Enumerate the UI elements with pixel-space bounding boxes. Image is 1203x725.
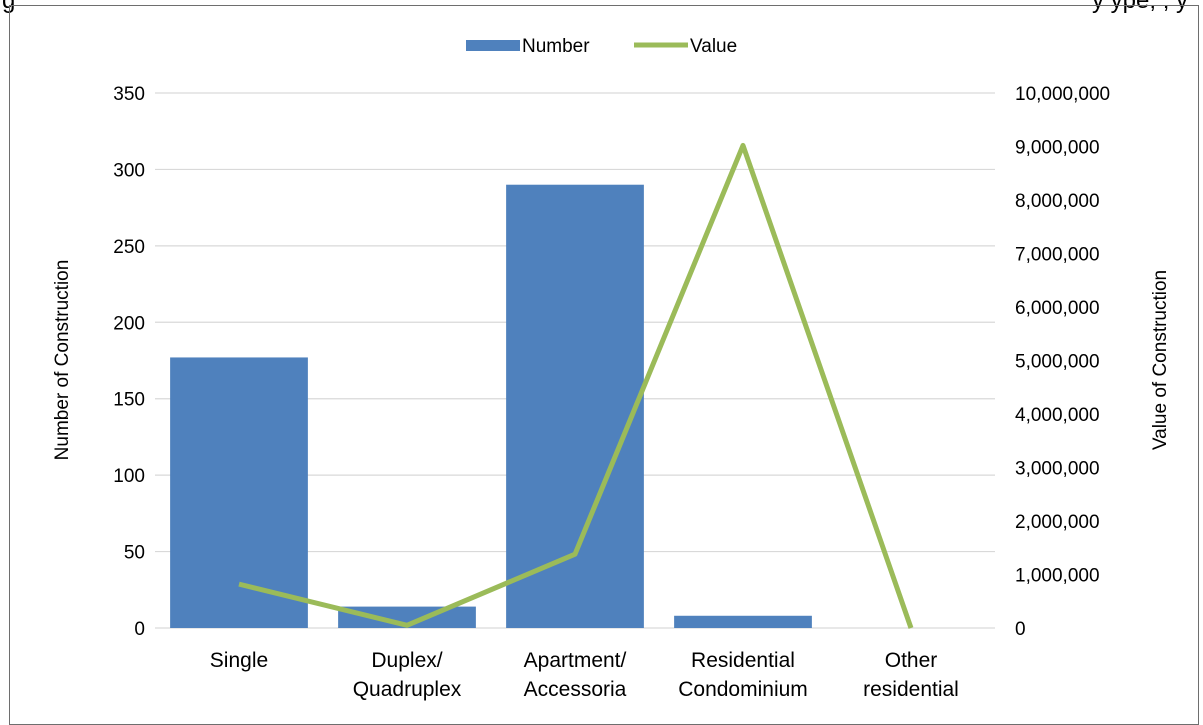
bar-number — [674, 616, 812, 628]
right-tick-label: 1,000,000 — [1015, 566, 1100, 587]
right-tick-label: 7,000,000 — [1015, 245, 1100, 266]
left-tick-label: 50 — [124, 543, 145, 564]
right-tick-label: 4,000,000 — [1015, 405, 1100, 426]
legend: Number Value — [466, 36, 737, 57]
category-label: Condominium — [678, 678, 808, 701]
legend-label-value: Value — [690, 36, 737, 57]
x-axis-category-labels: Single Duplex/Quadruplex Apartment/Accesso… — [210, 649, 959, 701]
category-label: Apartment/ — [524, 649, 627, 672]
category-label: Duplex/ — [371, 649, 442, 672]
right-tick-label: 0 — [1015, 619, 1026, 640]
category-label: Quadruplex — [353, 678, 462, 701]
right-tick-label: 5,000,000 — [1015, 352, 1100, 373]
y-axis-label-right: Value of Construction — [1150, 270, 1171, 450]
y-axis-label-left: Number of Construction — [52, 260, 73, 461]
category-label: Residential — [691, 649, 795, 672]
left-tick-label: 350 — [113, 84, 145, 105]
left-axis-ticks: 0 50 100 150 200 250 300 350 — [113, 84, 145, 640]
left-tick-label: 200 — [113, 313, 145, 334]
left-tick-label: 150 — [113, 390, 145, 411]
bar-number — [170, 357, 308, 628]
left-tick-label: 250 — [113, 237, 145, 258]
bar-series-number — [170, 185, 812, 628]
category-label: Single — [210, 649, 268, 672]
right-tick-label: 2,000,000 — [1015, 512, 1100, 533]
right-tick-label: 10,000,000 — [1015, 84, 1110, 105]
right-tick-label: 3,000,000 — [1015, 459, 1100, 480]
left-tick-label: 0 — [134, 619, 145, 640]
category-label: residential — [863, 678, 959, 701]
bar-number — [506, 185, 644, 628]
right-axis-ticks: 0 1,000,000 2,000,000 3,000,000 4,000,000 5,0… — [1015, 84, 1110, 640]
category-label: Other — [885, 649, 938, 672]
right-tick-label: 8,000,000 — [1015, 191, 1100, 212]
legend-label-number: Number — [522, 36, 590, 57]
category-label: Accessoria — [524, 678, 627, 701]
right-tick-label: 9,000,000 — [1015, 138, 1100, 159]
left-tick-label: 300 — [113, 160, 145, 181]
right-tick-label: 6,000,000 — [1015, 298, 1100, 319]
legend-swatch-number — [466, 40, 520, 51]
left-tick-label: 100 — [113, 466, 145, 487]
